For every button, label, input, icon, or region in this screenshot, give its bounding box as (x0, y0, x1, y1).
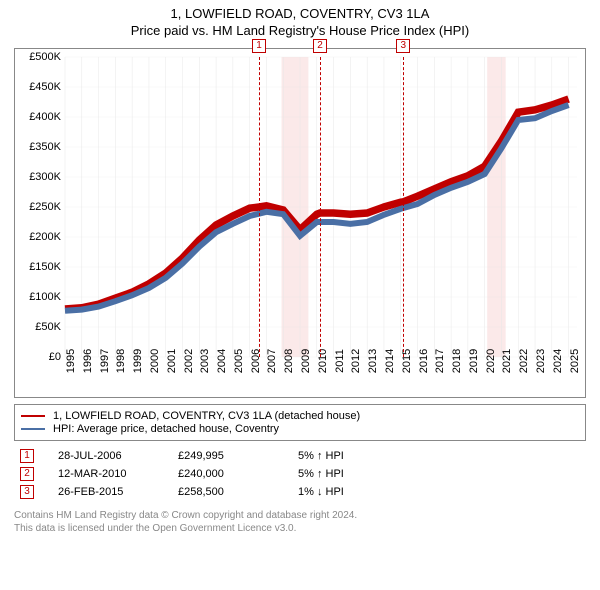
x-axis-label: 2020 (485, 349, 497, 373)
legend-label: 1, LOWFIELD ROAD, COVENTRY, CV3 1LA (det… (53, 410, 360, 422)
y-axis-label: £100K (29, 291, 61, 303)
event-marker: 1 (252, 39, 266, 53)
footer: Contains HM Land Registry data © Crown c… (14, 509, 586, 535)
x-axis-label: 1996 (82, 349, 94, 373)
event-pct: 5% ↑ HPI (298, 468, 398, 480)
x-axis-label: 2022 (518, 349, 530, 373)
x-axis-label: 1999 (132, 349, 144, 373)
event-vline (320, 57, 321, 357)
x-axis-label: 2004 (216, 349, 228, 373)
x-axis-label: 2023 (535, 349, 547, 373)
x-axis-label: 2011 (334, 349, 346, 373)
events-table: 1 28-JUL-2006£249,9955% ↑ HPI 2 12-MAR-2010… (14, 443, 586, 505)
x-axis-label: 2013 (367, 349, 379, 373)
event-marker: 3 (396, 39, 410, 53)
event-number: 2 (20, 467, 34, 481)
x-axis-label: 2010 (317, 349, 329, 373)
x-axis-label: 1998 (115, 349, 127, 373)
event-number: 3 (20, 485, 34, 499)
x-axis-label: 2014 (384, 349, 396, 373)
x-axis-label: 2024 (552, 349, 564, 373)
x-axis-label: 2002 (183, 349, 195, 373)
event-row: 2 12-MAR-2010£240,0005% ↑ HPI (20, 467, 580, 481)
footer-line2: This data is licensed under the Open Gov… (14, 522, 586, 535)
x-axis-label: 2017 (434, 349, 446, 373)
event-price: £249,995 (178, 450, 298, 462)
y-axis-label: £500K (29, 51, 61, 63)
legend-item: 1, LOWFIELD ROAD, COVENTRY, CV3 1LA (det… (21, 410, 579, 422)
event-vline (259, 57, 260, 357)
titles: 1, LOWFIELD ROAD, COVENTRY, CV3 1LA Pric… (0, 0, 600, 38)
event-vline (403, 57, 404, 357)
x-axis-label: 2012 (350, 349, 362, 373)
x-axis-label: 2019 (468, 349, 480, 373)
y-axis-label: £450K (29, 81, 61, 93)
event-row: 3 26-FEB-2015£258,5001% ↓ HPI (20, 485, 580, 499)
chart-container: 1, LOWFIELD ROAD, COVENTRY, CV3 1LA Pric… (0, 0, 600, 590)
event-pct: 5% ↑ HPI (298, 450, 398, 462)
event-row: 1 28-JUL-2006£249,9955% ↑ HPI (20, 449, 580, 463)
plot-area: £0£50K£100K£150K£200K£250K£300K£350K£400… (65, 57, 577, 357)
x-axis-label: 2008 (283, 349, 295, 373)
event-pct: 1% ↓ HPI (298, 486, 398, 498)
event-price: £258,500 (178, 486, 298, 498)
x-axis-label: 2005 (233, 349, 245, 373)
y-axis-label: £250K (29, 201, 61, 213)
y-axis-label: £200K (29, 231, 61, 243)
x-axis-label: 2009 (300, 349, 312, 373)
event-price: £240,000 (178, 468, 298, 480)
legend: 1, LOWFIELD ROAD, COVENTRY, CV3 1LA (det… (14, 404, 586, 441)
legend-swatch (21, 415, 45, 417)
x-axis-label: 2000 (149, 349, 161, 373)
x-axis-label: 2018 (451, 349, 463, 373)
footer-line1: Contains HM Land Registry data © Crown c… (14, 509, 586, 522)
x-axis-label: 1995 (65, 349, 77, 373)
legend-label: HPI: Average price, detached house, Cove… (53, 423, 279, 435)
x-axis-label: 2021 (501, 349, 513, 373)
y-axis-label: £150K (29, 261, 61, 273)
y-axis-label: £350K (29, 141, 61, 153)
title-main: 1, LOWFIELD ROAD, COVENTRY, CV3 1LA (0, 6, 600, 21)
plot-svg (65, 57, 577, 357)
title-sub: Price paid vs. HM Land Registry's House … (0, 23, 600, 38)
event-number: 1 (20, 449, 34, 463)
y-axis-label: £0 (49, 351, 61, 363)
event-date: 28-JUL-2006 (58, 450, 178, 462)
y-axis-label: £400K (29, 111, 61, 123)
event-date: 26-FEB-2015 (58, 486, 178, 498)
x-axis-label: 1997 (99, 349, 111, 373)
x-axis-label: 2016 (418, 349, 430, 373)
y-axis-label: £300K (29, 171, 61, 183)
x-axis-label: 2001 (166, 349, 178, 373)
x-axis-label: 2003 (199, 349, 211, 373)
chart-box: £0 £50K £100K £150K £200K £250K £300K £350K £400… (14, 48, 586, 398)
legend-item: HPI: Average price, detached house, Cove… (21, 423, 579, 435)
event-marker: 2 (313, 39, 327, 53)
x-axis-label: 2025 (569, 349, 581, 373)
event-date: 12-MAR-2010 (58, 468, 178, 480)
x-axis-label: 2007 (266, 349, 278, 373)
legend-swatch (21, 428, 45, 430)
y-axis-label: £50K (35, 321, 61, 333)
